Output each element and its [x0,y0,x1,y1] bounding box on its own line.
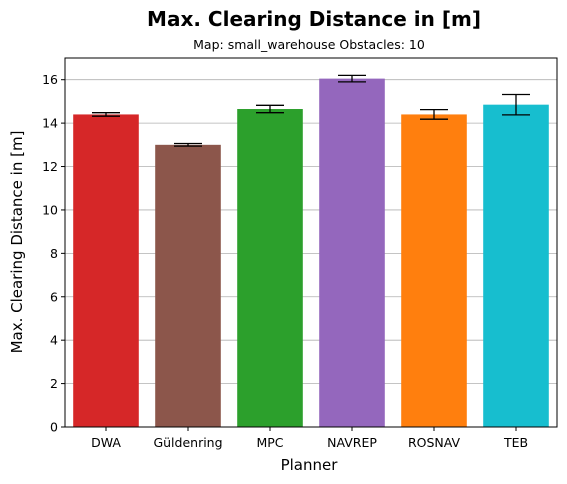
gridlines [65,79,557,428]
x-tick-label: DWA [91,435,121,450]
y-axis-label: Max. Clearing Distance in [m] [8,131,26,354]
x-tick-label: Güldenring [153,435,222,450]
bar-güldenring [155,144,221,427]
y-tick-label: 2 [50,376,58,391]
x-tick-label: MPC [256,435,283,450]
y-tick-label: 6 [50,289,58,304]
y-tick-label: 8 [50,246,58,261]
y-axis-ticks: 0 2 4 6 8 10 12 14 16 [42,72,65,435]
bars [73,78,549,428]
bar-dwa [73,114,139,427]
x-axis-label: Planner [281,456,339,474]
plot-frame [64,57,558,428]
chart-subtitle: Map: small_warehouse Obstacles: 10 [193,37,425,52]
y-tick-label: 4 [50,333,58,348]
bar-teb [483,104,549,427]
y-tick-label: 14 [42,116,58,131]
x-tick-label: NAVREP [327,435,377,450]
x-axis-ticks: DWA Güldenring MPC NAVREP ROSNAV TEB [91,427,528,450]
x-tick-label: TEB [503,435,528,450]
bar-mpc [237,109,303,428]
y-tick-label: 0 [50,420,58,435]
y-tick-label: 12 [42,159,58,174]
y-tick-label: 10 [42,202,58,217]
bar-rosnav [401,114,467,427]
y-tick-label: 16 [42,72,58,87]
x-tick-label: ROSNAV [408,435,461,450]
chart-title: Max. Clearing Distance in [m] [147,7,481,31]
error-bars [92,74,530,147]
bar-navrep [319,78,385,427]
